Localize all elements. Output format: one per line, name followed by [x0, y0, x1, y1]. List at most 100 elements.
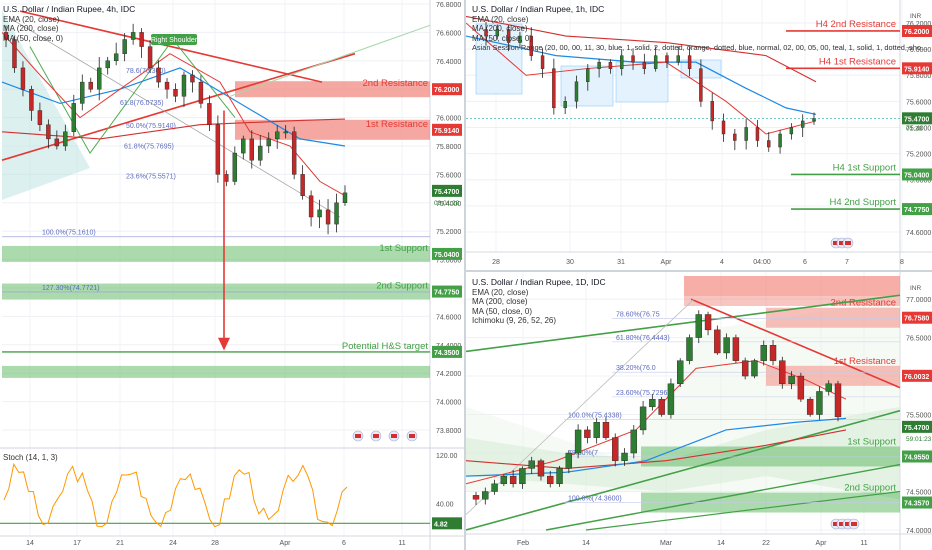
- event-flag-icon: [839, 522, 845, 526]
- y-tick-label: 73.8000: [436, 428, 461, 435]
- legend-1d: U.S. Dollar / Indian Rupee, 1D, IDC EMA …: [472, 277, 606, 326]
- level-price-tag-bg: [902, 311, 932, 324]
- y-tick-label: 76.2000: [906, 21, 931, 28]
- trendline: [19, 10, 323, 83]
- support-zone: [641, 446, 900, 467]
- chart-panel-4h[interactable]: 76.8000 76.6000 76.4000 76.2000 76.0000 75.80…: [0, 0, 464, 550]
- x-tick-label: Apr: [816, 540, 828, 547]
- candle-body: [608, 61, 613, 69]
- candle-body: [249, 138, 254, 161]
- candle-body: [733, 133, 737, 141]
- y-tick-label: 75.4000: [436, 201, 461, 208]
- ma50-line: [1, 67, 346, 147]
- arrow-head-icon: [218, 337, 230, 351]
- x-tick-label: 04:00: [753, 259, 771, 266]
- chart-canvas-1d[interactable]: 77.000076.500076.000075.500075.000074.50…: [466, 272, 932, 550]
- candle-body: [3, 32, 9, 40]
- candle-body: [649, 398, 656, 408]
- chart-canvas-4h[interactable]: 76.8000 76.6000 76.4000 76.2000 76.0000 75.80…: [0, 0, 464, 550]
- level-price-tag-bg: [432, 247, 462, 260]
- candle-body: [667, 383, 675, 415]
- level-price-tag-bg: [902, 168, 932, 181]
- candle-body: [232, 152, 238, 182]
- y-tick-label: 74.2000: [436, 371, 461, 378]
- candle-body: [621, 452, 628, 461]
- y-tick-label: 74.6000: [906, 230, 931, 237]
- ema-line: [466, 360, 847, 485]
- candle-body: [631, 55, 635, 63]
- y-tick-label: 75.6000: [906, 99, 931, 106]
- stoch-title: Stoch (14, 1, 3): [3, 453, 58, 462]
- candle-body: [113, 53, 119, 62]
- candle-body: [721, 120, 726, 135]
- chart-panel-1h[interactable]: 76.2000 76.0000 75.8000 75.6000 75.4000 75.20…: [466, 0, 932, 270]
- level-price-tag-bg: [432, 345, 462, 358]
- fib-label: 50.0%(75.9140): [126, 123, 176, 130]
- fib-label: 100.0%(74.3600): [568, 495, 622, 502]
- ma50-line: [466, 417, 847, 477]
- candle-body: [565, 452, 573, 469]
- candle-body: [642, 61, 647, 69]
- resistance-zone: [235, 119, 430, 140]
- event-flag-icon: [391, 434, 397, 438]
- fib-label: 78.60%(76.75: [616, 311, 660, 318]
- event-flag-icon: [839, 241, 845, 245]
- candle-body: [788, 375, 795, 384]
- fib-label: 100.0%(75.1610): [42, 230, 96, 237]
- event-flag-icon: [373, 434, 379, 438]
- x-tick-label: 7: [845, 259, 849, 266]
- candle-body: [54, 138, 60, 147]
- candle-body: [699, 68, 703, 102]
- candle-body: [207, 103, 212, 125]
- x-tick-label: 11: [860, 540, 867, 547]
- candle-body: [597, 61, 601, 69]
- event-flag-icon: [845, 522, 851, 526]
- y-tick-label: 77.0000: [906, 297, 931, 304]
- x-tick-label: 28: [492, 259, 500, 266]
- panel-divider: [464, 0, 466, 550]
- candle-body: [686, 337, 693, 361]
- candle-body: [677, 360, 684, 384]
- trendline: [466, 294, 901, 353]
- x-tick-label: 28: [211, 540, 219, 547]
- chart-canvas-1h[interactable]: 76.2000 76.0000 75.8000 75.6000 75.4000 75.20…: [466, 0, 932, 270]
- candle-body: [224, 174, 229, 182]
- level-label: 2nd Resistance: [831, 298, 896, 309]
- y-tick-label: 76.5000: [906, 336, 931, 343]
- candle-body: [556, 468, 563, 485]
- level-price-tag: 74.7750: [434, 290, 459, 297]
- x-tick-label: 6: [342, 540, 346, 547]
- x-tick-label: Apr: [280, 540, 292, 547]
- y-tick-label: 76.8000: [436, 2, 461, 9]
- x-tick-label: Mar: [660, 540, 673, 547]
- level-price-tag: 75.9140: [904, 66, 929, 73]
- level-price-tag-bg: [902, 450, 932, 463]
- candle-body: [317, 209, 322, 218]
- candle-body: [825, 383, 832, 392]
- candle-body: [506, 29, 511, 43]
- y-tick-label: 75.8000: [906, 73, 931, 80]
- y-tick-label: 76.6000: [436, 30, 461, 37]
- ema-line: [1, 32, 346, 197]
- y-tick-label: 75.5000: [906, 413, 931, 420]
- candle-body: [46, 124, 51, 140]
- level-price-tag: 75.9140: [434, 128, 459, 135]
- fib-label: 100.0%(75.4338): [568, 413, 622, 420]
- trendline: [229, 24, 431, 97]
- candle-body: [164, 81, 170, 90]
- support-zone: [2, 365, 430, 378]
- x-tick-label: 8: [900, 259, 904, 266]
- fib-label: 127.30%(74.7721): [42, 285, 100, 292]
- chart-panel-1d[interactable]: 77.000076.500076.000075.500075.000074.50…: [466, 272, 932, 550]
- level-price-tag-bg: [902, 62, 932, 75]
- current-price-tag-bg: [902, 112, 932, 125]
- support-zone: [2, 245, 430, 262]
- trendline: [545, 463, 901, 531]
- stoch-tick-label: 40.00: [436, 501, 454, 508]
- candle-body: [495, 29, 500, 37]
- y-tick-label: 75.4000: [906, 125, 931, 132]
- level-price-tag-bg: [432, 123, 462, 136]
- candle-body: [760, 345, 767, 361]
- resistance-zone: [684, 296, 900, 306]
- x-tick-label: 14: [717, 540, 725, 547]
